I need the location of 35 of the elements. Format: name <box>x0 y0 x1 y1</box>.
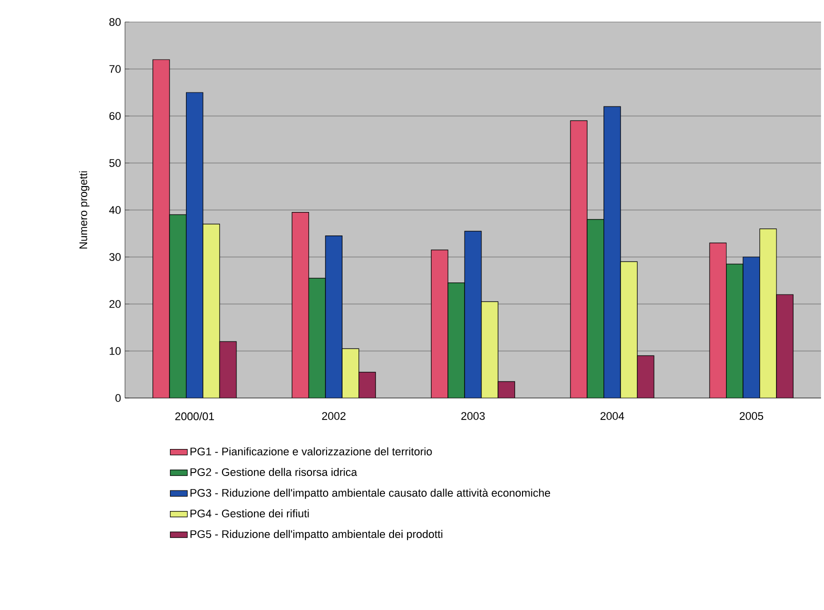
y-tick-label: 10 <box>110 347 121 355</box>
y-tick-label: 50 <box>109 159 121 167</box>
bar <box>431 250 448 398</box>
bar <box>464 231 482 398</box>
bar <box>759 228 777 398</box>
x-tick-label: 2003 <box>461 412 485 420</box>
legend-label: PG4 - Gestione dei rifiuti <box>190 509 309 518</box>
bar <box>604 106 621 398</box>
x-tick-label: 2002 <box>322 412 346 420</box>
bar <box>570 120 588 398</box>
y-tick-label: 60 <box>109 112 121 120</box>
y-tick-label: 0 <box>115 394 121 402</box>
x-tick-label: 2004 <box>600 412 624 420</box>
bar <box>202 224 220 398</box>
legend-label: PG1 - Pianificazione e valorizzazione del territorio <box>190 447 432 456</box>
y-axis-title: Numero progetti <box>79 171 90 249</box>
y-tick-label: 20 <box>109 300 121 308</box>
legend-label: PG3 - Riduzione dell'impatto ambientale causato dalle attività economiche <box>190 488 550 499</box>
bar <box>481 302 498 398</box>
bar <box>292 212 309 398</box>
y-tick-label: 40 <box>109 206 121 214</box>
bar <box>186 92 203 398</box>
bar <box>742 256 760 398</box>
bar <box>709 242 727 398</box>
legend-label: PG5 - Riduzione dell'impatto ambientale dei prodotti <box>190 530 442 540</box>
y-tick-label: 80 <box>109 18 121 26</box>
bar <box>152 60 170 398</box>
bar <box>620 262 638 398</box>
y-tick-label: 30 <box>109 253 121 261</box>
legend-label: PG2 - Gestione della risorsa idrica <box>190 468 358 476</box>
bar <box>325 236 342 398</box>
bar <box>342 348 359 398</box>
y-tick-label: 70 <box>109 65 121 73</box>
x-tick-label: 2000/01 <box>175 412 214 420</box>
x-tick-label: 2005 <box>740 412 764 420</box>
